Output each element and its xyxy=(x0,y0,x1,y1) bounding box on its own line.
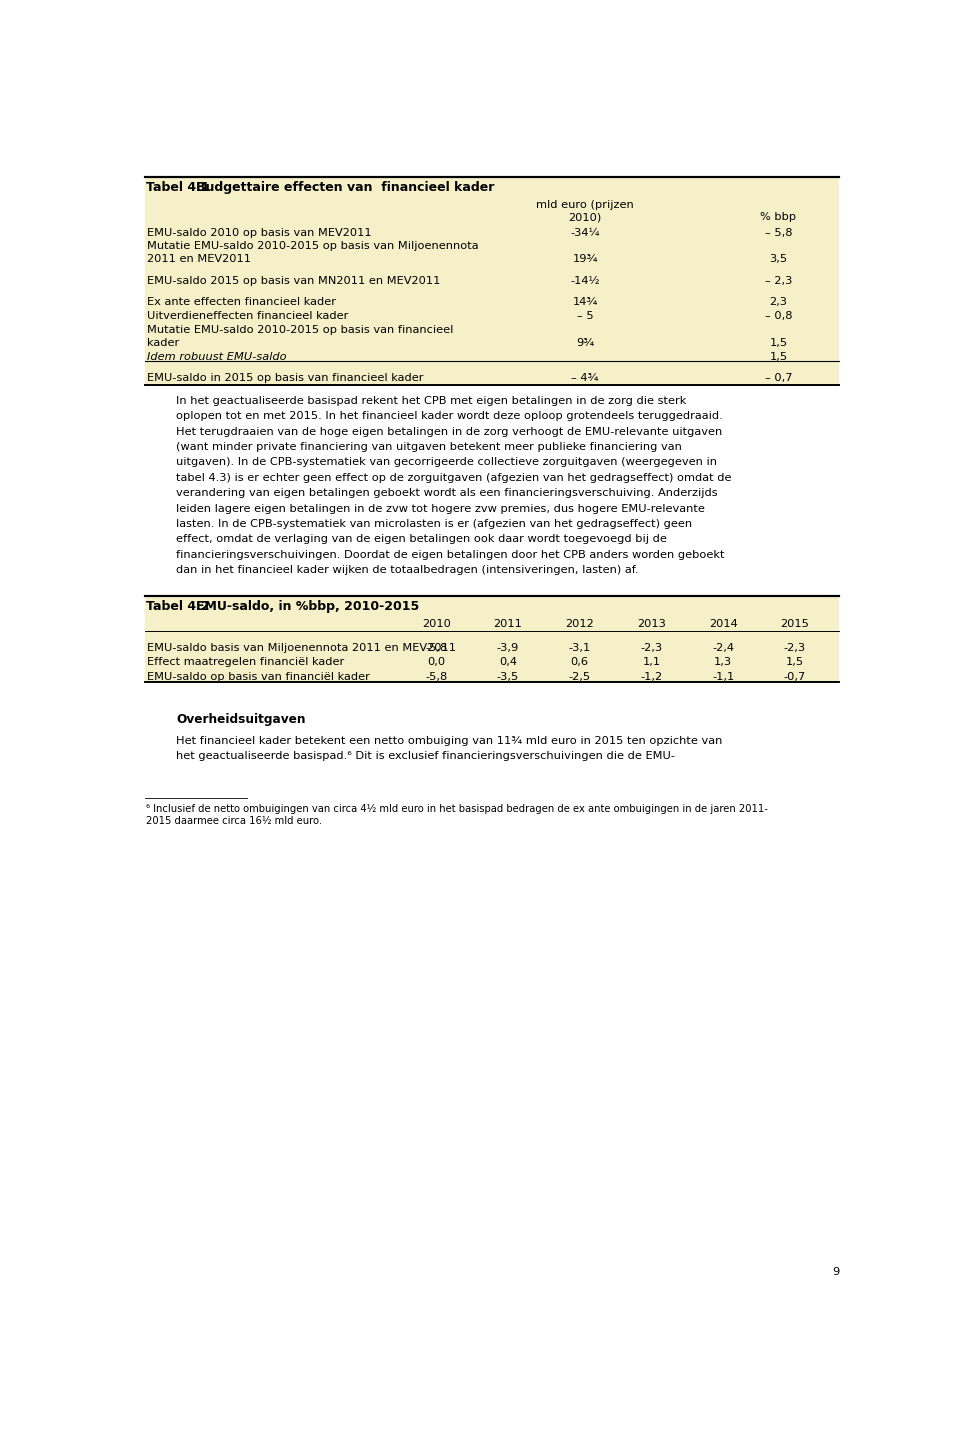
Text: (want minder private financiering van uitgaven betekent meer publieke financieri: (want minder private financiering van ui… xyxy=(177,441,683,451)
Text: 14¾: 14¾ xyxy=(572,297,598,307)
Text: tabel 4.3) is er echter geen effect op de zorguitgaven (afgezien van het gedrags: tabel 4.3) is er echter geen effect op d… xyxy=(177,473,732,483)
Text: Mutatie EMU-saldo 2010-2015 op basis van financieel: Mutatie EMU-saldo 2010-2015 op basis van… xyxy=(147,326,453,336)
Text: Het financieel kader betekent een netto ombuiging van 11¾ mld euro in 2015 ten o: Het financieel kader betekent een netto … xyxy=(177,737,723,747)
Text: 2,3: 2,3 xyxy=(770,297,787,307)
Text: Effect maatregelen financiël kader: Effect maatregelen financiël kader xyxy=(147,657,345,667)
Text: effect, omdat de verlaging van de eigen betalingen ook daar wordt toegevoegd bij: effect, omdat de verlaging van de eigen … xyxy=(177,534,667,544)
Text: 2011: 2011 xyxy=(493,619,522,629)
Text: Overheidsuitgaven: Overheidsuitgaven xyxy=(177,713,306,726)
Text: -1,1: -1,1 xyxy=(712,671,734,682)
Text: uitgaven). In de CPB-systematiek van gecorrigeerde collectieve zorguitgaven (wee: uitgaven). In de CPB-systematiek van gec… xyxy=(177,457,717,467)
Text: – 2,3: – 2,3 xyxy=(765,276,792,285)
Text: 2010): 2010) xyxy=(568,213,602,223)
Text: Mutatie EMU-saldo 2010-2015 op basis van Miljoenennota: Mutatie EMU-saldo 2010-2015 op basis van… xyxy=(147,242,479,252)
Text: lasten. In de CPB-systematiek van microlasten is er (afgezien van het gedragseff: lasten. In de CPB-systematiek van microl… xyxy=(177,519,692,530)
Text: 2012: 2012 xyxy=(565,619,594,629)
Text: -5,8: -5,8 xyxy=(425,671,447,682)
Text: -3,1: -3,1 xyxy=(568,642,590,653)
Text: Idem robuust EMU-saldo: Idem robuust EMU-saldo xyxy=(147,352,287,362)
Text: dan in het financieel kader wijken de totaalbedragen (intensiveringen, lasten) a: dan in het financieel kader wijken de to… xyxy=(177,566,639,574)
Text: EMU-saldo in 2015 op basis van financieel kader: EMU-saldo in 2015 op basis van financiee… xyxy=(147,373,423,383)
Text: – 0,7: – 0,7 xyxy=(765,373,792,383)
Text: 1,5: 1,5 xyxy=(769,352,787,362)
Text: 9: 9 xyxy=(832,1268,839,1278)
Text: financieringsverschuivingen. Doordat de eigen betalingen door het CPB anders wor: financieringsverschuivingen. Doordat de … xyxy=(177,550,725,560)
Text: -2,5: -2,5 xyxy=(568,671,590,682)
Text: EMU-saldo op basis van financiël kader: EMU-saldo op basis van financiël kader xyxy=(147,671,370,682)
Text: EMU-saldo basis van Miljoenennota 2011 en MEV2011: EMU-saldo basis van Miljoenennota 2011 e… xyxy=(147,642,456,653)
Text: % bbp: % bbp xyxy=(760,213,797,223)
Text: -1,2: -1,2 xyxy=(640,671,662,682)
Text: 1,5: 1,5 xyxy=(786,657,804,667)
Text: ⁶ Inclusief de netto ombuigingen van circa 4½ mld euro in het basispad bedragen : ⁶ Inclusief de netto ombuigingen van cir… xyxy=(146,803,768,813)
Text: 9¾: 9¾ xyxy=(576,337,594,347)
Text: 1,5: 1,5 xyxy=(769,337,787,347)
Text: EMU-saldo 2010 op basis van MEV2011: EMU-saldo 2010 op basis van MEV2011 xyxy=(147,227,372,237)
Text: In het geactualiseerde basispad rekent het CPB met eigen betalingen in de zorg d: In het geactualiseerde basispad rekent h… xyxy=(177,395,686,405)
Text: -2,3: -2,3 xyxy=(640,642,662,653)
Text: 2015 daarmee circa 16½ mld euro.: 2015 daarmee circa 16½ mld euro. xyxy=(146,816,323,826)
Text: 2013: 2013 xyxy=(637,619,666,629)
Text: het geactualiseerde basispad.⁶ Dit is exclusief financieringsverschuivingen die : het geactualiseerde basispad.⁶ Dit is ex… xyxy=(177,751,676,761)
Text: EMU-saldo 2015 op basis van MN2011 en MEV2011: EMU-saldo 2015 op basis van MN2011 en ME… xyxy=(147,276,441,285)
Text: -3,9: -3,9 xyxy=(497,642,519,653)
Text: -14½: -14½ xyxy=(570,276,600,285)
Text: 1,1: 1,1 xyxy=(642,657,660,667)
Text: -2,3: -2,3 xyxy=(784,642,806,653)
Text: 0,4: 0,4 xyxy=(499,657,516,667)
Text: 2011 en MEV2011: 2011 en MEV2011 xyxy=(147,255,252,265)
Text: 2010: 2010 xyxy=(421,619,450,629)
Text: leiden lagere eigen betalingen in de zvw tot hogere zvw premies, dus hogere EMU-: leiden lagere eigen betalingen in de zvw… xyxy=(177,504,706,514)
Text: Uitverdieneffecten financieel kader: Uitverdieneffecten financieel kader xyxy=(147,311,348,321)
Text: 2015: 2015 xyxy=(780,619,809,629)
Text: Tabel 4.1: Tabel 4.1 xyxy=(146,181,209,194)
Text: -0,7: -0,7 xyxy=(783,671,806,682)
Text: – 4¾: – 4¾ xyxy=(571,373,599,383)
Text: – 5,8: – 5,8 xyxy=(765,227,792,237)
Text: – 5: – 5 xyxy=(577,311,593,321)
Text: – 0,8: – 0,8 xyxy=(765,311,792,321)
Text: verandering van eigen betalingen geboekt wordt als een financieringsverschuiving: verandering van eigen betalingen geboekt… xyxy=(177,488,718,498)
Text: EMU-saldo, in %bbp, 2010-2015: EMU-saldo, in %bbp, 2010-2015 xyxy=(196,601,420,614)
Text: 0,6: 0,6 xyxy=(570,657,588,667)
Text: -5,8: -5,8 xyxy=(425,642,447,653)
Text: -3,5: -3,5 xyxy=(497,671,519,682)
Text: Ex ante effecten financieel kader: Ex ante effecten financieel kader xyxy=(147,297,336,307)
Bar xyxy=(145,596,839,682)
Text: kader: kader xyxy=(147,337,180,347)
Text: oplopen tot en met 2015. In het financieel kader wordt deze oploop grotendeels t: oplopen tot en met 2015. In het financie… xyxy=(177,411,723,421)
Text: mld euro (prijzen: mld euro (prijzen xyxy=(536,200,634,210)
Text: Budgettaire effecten van  financieel kader: Budgettaire effecten van financieel kade… xyxy=(196,181,494,194)
Text: -34¼: -34¼ xyxy=(570,227,600,237)
Text: 19¾: 19¾ xyxy=(572,255,598,265)
Text: 1,3: 1,3 xyxy=(714,657,732,667)
Text: Het terugdraaien van de hoge eigen betalingen in de zorg verhoogt de EMU-relevan: Het terugdraaien van de hoge eigen betal… xyxy=(177,427,723,437)
Text: 0,0: 0,0 xyxy=(427,657,445,667)
Text: Tabel 4.2: Tabel 4.2 xyxy=(146,601,209,614)
Text: 3,5: 3,5 xyxy=(769,255,787,265)
Text: -2,4: -2,4 xyxy=(712,642,734,653)
Bar xyxy=(145,177,839,385)
Text: 2014: 2014 xyxy=(708,619,737,629)
